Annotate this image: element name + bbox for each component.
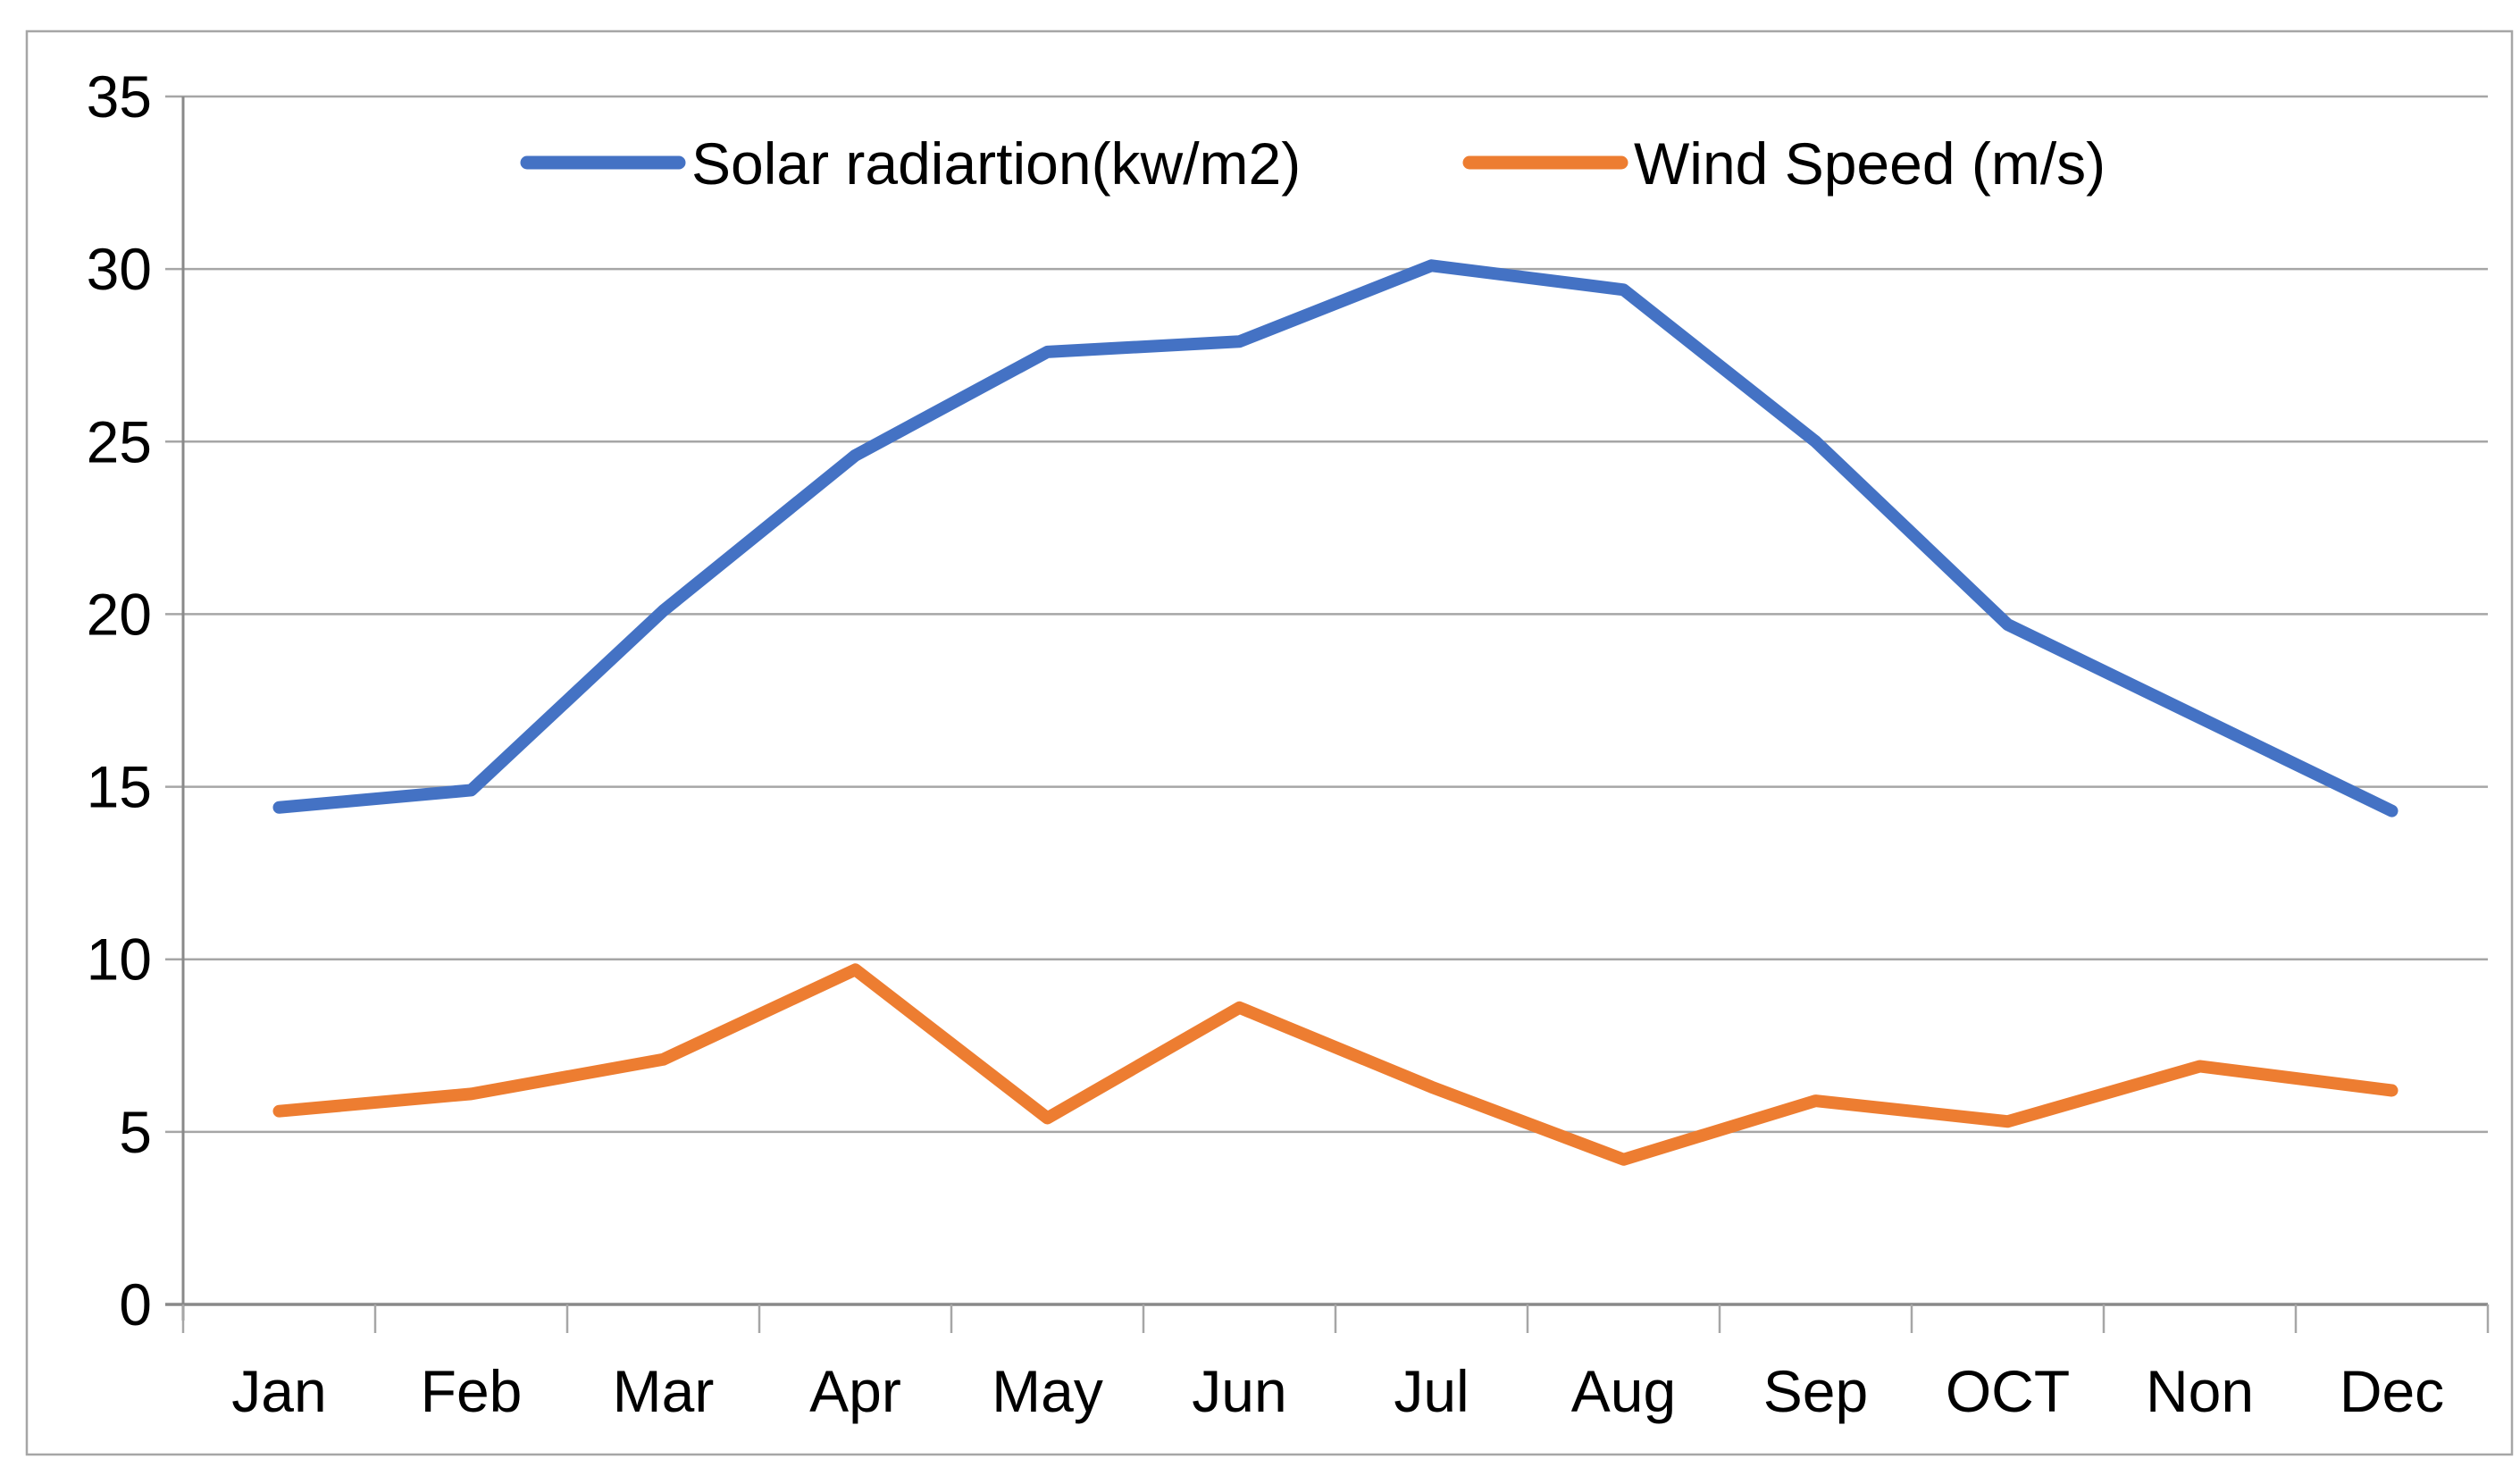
x-tick-label: Feb [421, 1358, 523, 1424]
x-tick-label: Jan [231, 1358, 326, 1424]
x-tick-label: Dec [2340, 1358, 2444, 1424]
legend-wind-label: Wind Speed (m/s) [1634, 130, 2106, 197]
x-axis-labels: Jan Feb Mar Apr May Jun Jul Aug Sep OCT Non Dec [231, 1358, 2444, 1424]
x-tick-label: Jul [1394, 1358, 1469, 1424]
gridlines [165, 95, 2488, 1306]
x-tick-label: OCT [1946, 1358, 2070, 1424]
y-tick-label: 20 [87, 581, 152, 647]
series-line-solar [272, 259, 2399, 817]
x-tick-label: Mar [613, 1358, 715, 1424]
x-tick-label: Aug [1571, 1358, 1676, 1424]
legend: Solar radiartion(kw/m2) Wind Speed (m/s) [520, 130, 2106, 197]
x-tick-label: May [992, 1358, 1103, 1424]
x-tick-label: Apr [809, 1358, 901, 1424]
y-tick-label: 30 [87, 236, 152, 302]
y-tick-label: 5 [119, 1099, 152, 1165]
y-tick-label: 25 [87, 408, 152, 474]
legend-solar-label: Solar radiartion(kw/m2) [691, 130, 1301, 197]
y-tick-label: 35 [87, 63, 152, 130]
series-line-wind [272, 963, 2399, 1166]
y-tick-label: 15 [87, 754, 152, 820]
y-tick-label: 10 [87, 926, 152, 993]
x-tick-label: Sep [1763, 1358, 1868, 1424]
x-tick-label: Jun [1192, 1358, 1286, 1424]
x-axis-ticks [181, 1304, 2490, 1333]
chart-frame-border [25, 29, 2514, 1456]
y-axis-labels: 0 5 10 15 20 25 30 35 [87, 63, 152, 1337]
x-tick-label: Non [2146, 1358, 2254, 1424]
y-tick-label: 0 [119, 1271, 152, 1337]
